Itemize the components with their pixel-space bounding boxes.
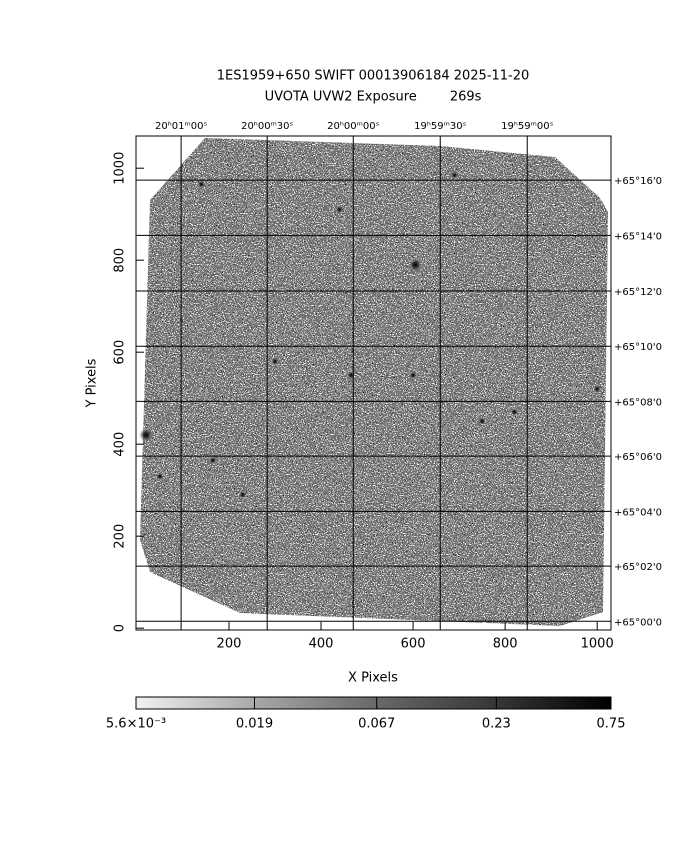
source — [408, 257, 423, 272]
dec-tick-label: +65°14'0 — [614, 231, 662, 242]
dec-tick-label: +65°04'0 — [614, 507, 662, 518]
source — [238, 490, 247, 499]
source — [208, 456, 217, 465]
source — [593, 384, 602, 393]
source — [139, 427, 154, 442]
colorbar-tick-label: 5.6×10⁻³ — [106, 717, 166, 732]
y-tick-label: 800 — [113, 248, 128, 273]
x-tick-label: 200 — [217, 637, 242, 652]
ra-tick-label: 20ʰ00ᵐ00ˢ — [327, 121, 379, 132]
colorbar-tick-label: 0.75 — [597, 717, 626, 732]
dec-tick-label: +65°06'0 — [614, 452, 662, 463]
source — [197, 180, 206, 189]
y-tick-label: 600 — [113, 340, 128, 365]
source — [271, 357, 280, 366]
dec-tick-label: +65°12'0 — [614, 287, 662, 298]
source — [510, 407, 519, 416]
source — [478, 417, 487, 426]
source — [155, 472, 164, 481]
dec-tick-label: +65°08'0 — [614, 397, 662, 408]
colorbar-tick-label: 0.067 — [358, 717, 395, 732]
plot-frame — [135, 135, 612, 631]
colorbar — [135, 696, 612, 710]
y-tick-label: 1000 — [113, 152, 128, 185]
colorbar-tick-label: 0.019 — [236, 717, 273, 732]
chart-title: 1ES1959+650 SWIFT 00013906184 2025-11-20 — [217, 69, 530, 84]
dec-tick-label: +65°10'0 — [614, 342, 662, 353]
ra-tick-label: 20ʰ00ᵐ30ˢ — [241, 121, 293, 132]
y-tick-label: 200 — [113, 524, 128, 549]
x-tick-label: 600 — [401, 637, 426, 652]
source — [409, 371, 418, 380]
y-tick-label: 400 — [113, 432, 128, 457]
chart-subtitle: UVOTA UVW2 Exposure 269s — [265, 90, 482, 105]
source — [450, 171, 459, 180]
ra-tick-label: 19ʰ59ᵐ00ˢ — [501, 121, 553, 132]
x-tick-label: 1000 — [581, 637, 614, 652]
x-axis-label: X Pixels — [348, 671, 398, 686]
ra-tick-label: 20ʰ01ᵐ00ˢ — [155, 121, 207, 132]
ra-tick-label: 19ʰ59ᵐ30ˢ — [414, 121, 466, 132]
y-axis-label: Y Pixels — [85, 358, 100, 408]
y-tick-label: 0 — [113, 624, 128, 632]
dec-tick-label: +65°16'0 — [614, 176, 662, 187]
colorbar-tick-label: 0.23 — [482, 717, 511, 732]
exposure-footprint — [140, 138, 608, 626]
x-tick-label: 800 — [493, 637, 518, 652]
x-tick-label: 400 — [309, 637, 334, 652]
dec-tick-label: +65°02'0 — [614, 562, 662, 573]
source — [335, 205, 344, 214]
dec-tick-label: +65°00'0 — [614, 617, 662, 628]
